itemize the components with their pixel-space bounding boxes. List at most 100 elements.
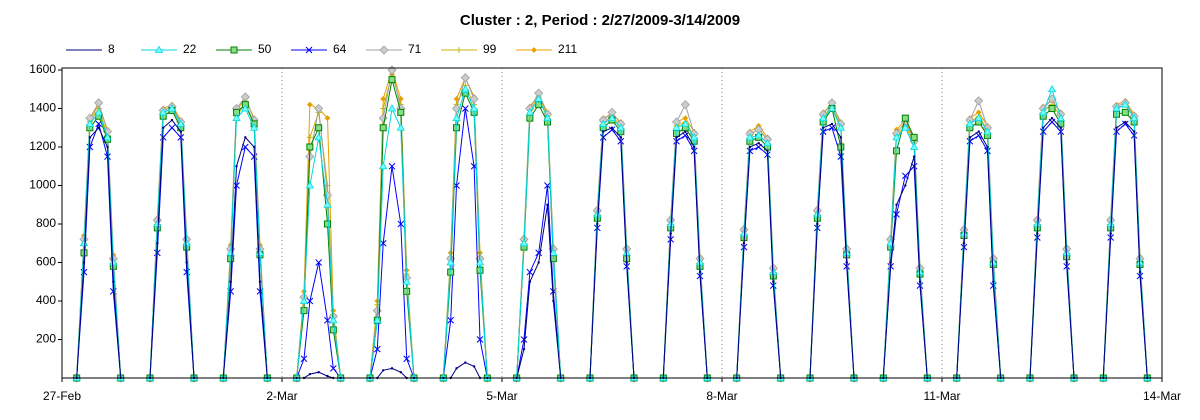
marker (1112, 104, 1121, 112)
marker (1138, 270, 1142, 274)
marker (675, 136, 678, 139)
marker (910, 133, 918, 141)
marker (469, 94, 479, 104)
marker (889, 261, 892, 264)
marker (543, 113, 552, 122)
marker (185, 261, 188, 264)
marker (153, 219, 162, 227)
x-tick-label: 2-Mar (266, 389, 297, 403)
marker (742, 242, 746, 245)
marker (456, 47, 462, 53)
marker (314, 103, 324, 114)
marker (403, 287, 411, 295)
marker (830, 122, 834, 126)
marker (472, 365, 476, 368)
legend-label: 71 (408, 42, 422, 56)
marker (837, 153, 845, 160)
y-tick-label: 1200 (29, 139, 56, 153)
marker (822, 126, 825, 129)
marker (680, 100, 690, 110)
marker (233, 182, 240, 189)
marker (745, 133, 755, 141)
marker (373, 345, 381, 353)
marker (306, 297, 314, 305)
marker (182, 238, 191, 247)
marker (892, 133, 901, 141)
marker (528, 280, 532, 283)
marker (156, 242, 159, 245)
marker (329, 326, 337, 334)
marker (396, 123, 405, 131)
marker (520, 336, 528, 343)
marker (1121, 108, 1129, 116)
marker (447, 316, 455, 324)
marker (387, 104, 397, 112)
marker (85, 119, 95, 127)
marker (608, 126, 616, 134)
marker (464, 361, 467, 364)
marker (232, 113, 241, 122)
marker (827, 104, 837, 112)
marker (97, 126, 100, 129)
plot-frame (61, 67, 1163, 379)
legend-label: 8 (108, 42, 115, 56)
marker (453, 95, 460, 102)
marker (324, 115, 331, 122)
marker (306, 134, 313, 141)
marker (1048, 105, 1056, 112)
marker (895, 203, 898, 206)
marker (244, 136, 247, 139)
marker (306, 101, 313, 108)
marker (893, 147, 901, 155)
marker (229, 280, 232, 283)
marker (748, 145, 752, 149)
legend-label: 211 (558, 42, 577, 56)
marker (249, 123, 259, 131)
y-tick-label: 1600 (29, 62, 56, 76)
marker (607, 113, 617, 122)
marker (469, 104, 479, 112)
marker (326, 374, 329, 378)
marker (689, 133, 699, 141)
marker (1065, 261, 1068, 264)
marker (602, 130, 605, 133)
x-tick-label: 8-Mar (706, 389, 737, 403)
marker (315, 124, 323, 132)
marker (1042, 126, 1045, 129)
marker (1050, 116, 1054, 120)
marker (1047, 84, 1057, 93)
marker (373, 315, 382, 324)
marker (1109, 232, 1112, 235)
marker (904, 184, 907, 187)
marker (754, 131, 763, 139)
marker (306, 143, 314, 151)
marker (1121, 100, 1130, 108)
marker (669, 232, 672, 235)
marker (909, 142, 919, 150)
marker (329, 365, 337, 372)
marker (403, 355, 411, 363)
marker (526, 268, 534, 276)
y-tick-label: 800 (36, 216, 56, 230)
marker (619, 136, 622, 139)
marker (537, 261, 540, 264)
marker (552, 299, 555, 303)
marker (974, 113, 983, 122)
marker (402, 277, 411, 285)
marker (380, 95, 387, 102)
marker (476, 336, 484, 343)
marker (1059, 126, 1063, 129)
marker (323, 220, 331, 228)
marker (475, 258, 485, 266)
marker (241, 104, 250, 112)
marker (300, 355, 308, 363)
marker (379, 45, 389, 55)
marker (549, 248, 558, 256)
marker (1132, 130, 1136, 133)
marker (989, 258, 998, 266)
marker (522, 347, 526, 351)
marker (684, 130, 687, 133)
marker (672, 123, 681, 131)
marker (329, 315, 338, 324)
marker (992, 280, 995, 283)
